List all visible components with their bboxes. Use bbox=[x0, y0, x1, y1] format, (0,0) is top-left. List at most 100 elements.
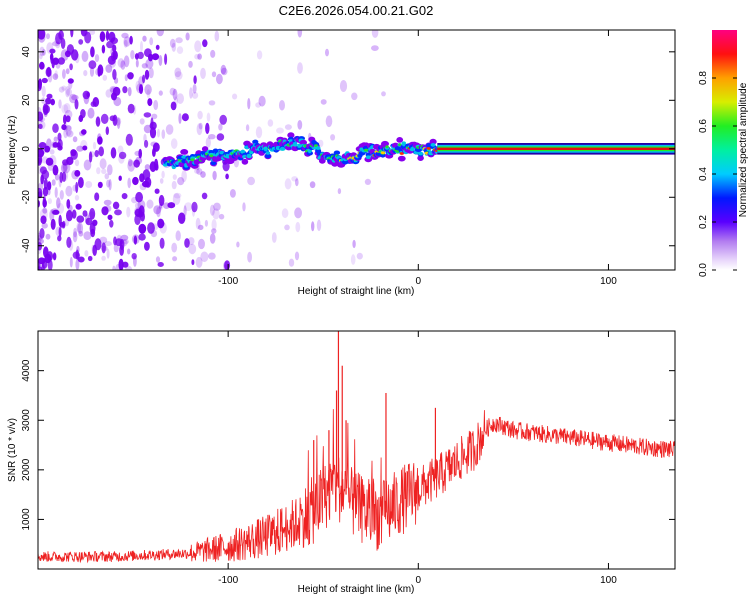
spectrogram-noise-cell bbox=[121, 193, 128, 200]
spectrogram-noise-cell bbox=[65, 115, 71, 123]
spectrogram-noise-cell bbox=[208, 134, 216, 140]
spectrogram-noise-cell bbox=[54, 187, 58, 198]
spectrogram-noise-cell bbox=[155, 44, 160, 50]
spectrogram-noise-cell bbox=[61, 171, 67, 182]
snr-xtick-label: 100 bbox=[600, 575, 617, 586]
colorbar: 0.0 0.2 0.4 0.6 0.8 Normalized spectral ampl… bbox=[698, 30, 749, 277]
spectrogram-noise-cell bbox=[85, 217, 93, 226]
spectrogram-noise-cell bbox=[75, 258, 80, 270]
spectrogram-noise-cell bbox=[147, 98, 153, 107]
spectrogram-noise-cell bbox=[118, 175, 122, 181]
spectrogram-noise-cell bbox=[133, 255, 137, 267]
spectrogram-noise-cell bbox=[39, 228, 45, 239]
spectrogram-noise-cell bbox=[78, 230, 84, 237]
spectrogram-ridge-cell bbox=[280, 146, 285, 150]
spectrogram-noise-cell bbox=[255, 126, 263, 139]
spectrogram-noise-cell bbox=[142, 74, 146, 84]
spectrogram-noise-cell bbox=[144, 164, 151, 171]
spectrogram-noise-cell bbox=[114, 209, 122, 216]
spectrogram-noise-cell bbox=[63, 114, 67, 125]
spectrogram-ridge-cell bbox=[180, 149, 189, 155]
spectrogram-noise-cell bbox=[150, 117, 154, 129]
spectrogram-noise-cell bbox=[45, 233, 51, 240]
spectrogram-xtick-label: 100 bbox=[600, 276, 617, 287]
spectrogram-noise-cell bbox=[38, 116, 46, 122]
spectrogram-noise-cell bbox=[80, 139, 88, 151]
spectrogram-noise-cell bbox=[216, 73, 223, 85]
spectrogram-noise-cell bbox=[131, 253, 137, 260]
spectrogram-noise-cell bbox=[101, 245, 108, 252]
spectrogram-noise-cell bbox=[97, 66, 101, 77]
spectrogram-noise-cell bbox=[46, 93, 53, 99]
spectrogram-noise-cell bbox=[146, 89, 151, 99]
spectrogram-noise-cell bbox=[101, 206, 109, 216]
spectrogram-noise-cell bbox=[66, 88, 72, 96]
spectrogram-noise-cell bbox=[56, 197, 61, 209]
spectrogram-noise-cell bbox=[66, 210, 73, 222]
spectrogram-frame bbox=[37, 29, 676, 271]
spectrogram-noise-cell bbox=[109, 115, 116, 122]
spectrogram-noise-cell bbox=[41, 148, 46, 154]
spectrogram-noise-cell bbox=[85, 181, 93, 188]
spectrogram-noise-cell bbox=[288, 258, 295, 267]
spectrogram-noise-cell bbox=[105, 64, 113, 73]
spectrogram-noise-cell bbox=[96, 167, 101, 175]
spectrogram-noise-cell bbox=[295, 221, 301, 233]
spectrogram-noise-cell bbox=[309, 181, 316, 189]
spectrogram-noise-cell bbox=[255, 102, 261, 108]
colorbar-tick-label: 0.2 bbox=[698, 215, 709, 229]
spectrogram-noise-cell bbox=[123, 36, 131, 47]
spectrogram-noise-cell bbox=[146, 199, 154, 209]
spectrogram-noise-cell bbox=[171, 180, 177, 190]
spectrogram-noise-cell bbox=[47, 198, 53, 205]
spectrogram-noise-cell bbox=[60, 38, 66, 49]
spectrogram-noise-cell bbox=[38, 107, 42, 119]
spectrogram-noise-cell bbox=[52, 252, 57, 261]
spectrogram-noise-cell bbox=[74, 170, 81, 177]
spectrogram-noise-cell bbox=[291, 176, 298, 182]
spectrogram-ridge-cell bbox=[182, 155, 187, 159]
spectrogram-noise-cell bbox=[192, 84, 197, 94]
snr-ytick-label: 1000 bbox=[21, 508, 32, 531]
spectrogram-noise-cell bbox=[117, 58, 125, 68]
spectrogram-noise-cell bbox=[94, 150, 99, 158]
spectrogram-noise-cell bbox=[198, 122, 203, 130]
spectrogram-xtick-label: 0 bbox=[416, 276, 422, 287]
spectrogram-noise-cell bbox=[127, 103, 135, 114]
spectrogram-noise-cell bbox=[41, 222, 48, 229]
spectrogram-ridge-cell bbox=[287, 132, 295, 139]
spectrogram-noise-cell bbox=[174, 96, 178, 106]
spectrogram-noise-cell bbox=[112, 86, 121, 96]
spectrogram-noise-cell bbox=[169, 38, 176, 48]
spectrogram-noise-cell bbox=[167, 202, 176, 209]
spectrogram-noise-cell bbox=[61, 104, 69, 114]
spectrogram-noise-cell bbox=[107, 214, 113, 220]
spectrogram-noise-cell bbox=[371, 45, 379, 51]
spectrogram-noise-cell bbox=[58, 86, 65, 93]
spectrogram-noise-cell bbox=[211, 219, 217, 231]
spectrogram-noise-cell bbox=[52, 57, 60, 65]
spectrogram-noise-cell bbox=[77, 222, 84, 234]
spectrogram-noise-cell bbox=[49, 48, 56, 54]
spectrogram-noise-cell bbox=[205, 137, 211, 148]
spectrogram-noise-cell bbox=[50, 218, 56, 230]
spectrogram-noise-cell bbox=[120, 234, 129, 241]
spectrogram-noise-cell bbox=[198, 238, 205, 250]
spectrogram-noise-cell bbox=[38, 111, 44, 122]
spectrogram-noise-cell bbox=[125, 265, 133, 270]
spectrogram-noise-cell bbox=[122, 261, 129, 268]
spectrogram-noise-cell bbox=[49, 149, 55, 155]
spectrogram-noise-cell bbox=[171, 42, 176, 52]
spectrogram-noise-cell bbox=[197, 110, 203, 120]
spectrogram-noise-cell bbox=[113, 236, 117, 246]
spectrogram-noise-cell bbox=[101, 168, 107, 175]
spectrogram-ridge-cell bbox=[190, 158, 195, 162]
spectrogram-noise-cell bbox=[52, 123, 59, 133]
snr-ytick-label: 2000 bbox=[21, 458, 32, 481]
spectrogram-noise-cell bbox=[151, 113, 158, 120]
spectrogram-ridge-cell bbox=[380, 151, 386, 155]
spectrogram-noise-cell bbox=[143, 112, 152, 118]
spectrogram-noise-cell bbox=[46, 138, 52, 151]
spectrogram-noise-cell bbox=[194, 53, 201, 60]
spectrogram-noise-cell bbox=[58, 30, 64, 40]
